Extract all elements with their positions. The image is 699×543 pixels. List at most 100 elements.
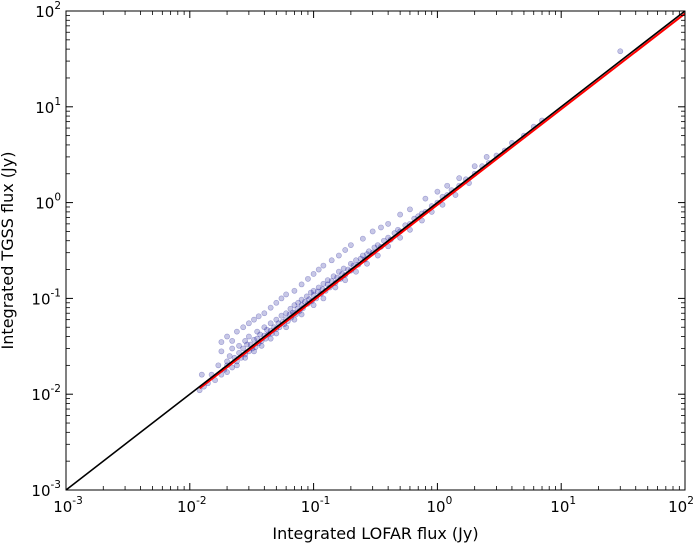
data-point <box>371 244 378 251</box>
data-point <box>240 324 247 331</box>
data-point <box>456 175 463 182</box>
data-point <box>366 248 372 255</box>
data-point <box>240 345 247 352</box>
data-point <box>226 353 233 359</box>
y-tick-label: 102 <box>35 0 61 21</box>
data-point <box>224 333 230 340</box>
data-point <box>342 277 349 284</box>
data-point <box>303 293 310 300</box>
data-point <box>242 338 249 344</box>
data-point <box>320 262 327 269</box>
data-point <box>320 280 327 287</box>
data-point <box>218 339 225 345</box>
data-point <box>278 312 285 319</box>
data-point <box>267 304 274 311</box>
plot-frame <box>65 10 686 491</box>
data-point <box>353 257 359 264</box>
data-point <box>224 358 230 365</box>
data-point <box>273 299 280 306</box>
data-point <box>298 311 305 318</box>
data-point <box>374 242 381 249</box>
data-point <box>287 305 294 312</box>
data-point <box>332 284 339 291</box>
y-tick-label: 100 <box>35 192 61 213</box>
data-point <box>291 302 298 309</box>
data-point <box>245 320 252 327</box>
data-point <box>244 341 250 348</box>
data-point <box>236 342 242 349</box>
data-point <box>283 291 290 298</box>
data-point <box>291 316 298 323</box>
data-point <box>251 348 257 355</box>
x-tick-label: 101 <box>550 495 576 516</box>
data-point <box>347 260 354 267</box>
data-point <box>324 277 331 284</box>
data-point <box>261 324 268 331</box>
data-point <box>273 330 280 337</box>
y-tick-label: 10-3 <box>31 479 61 500</box>
data-point <box>215 362 222 369</box>
data-point <box>245 333 252 340</box>
data-point <box>229 338 236 344</box>
data-point <box>267 320 274 327</box>
data-point <box>258 342 265 349</box>
data-point <box>397 211 404 218</box>
y-tick-label: 101 <box>35 96 61 117</box>
data-point <box>407 206 413 213</box>
x-tick-label: 10-3 <box>53 495 83 516</box>
data-point <box>257 331 264 338</box>
data-point <box>264 326 270 333</box>
data-point <box>328 257 335 264</box>
data-point <box>422 195 429 202</box>
x-axis-title: Integrated LOFAR flux (Jy) <box>272 524 478 543</box>
data-point <box>254 328 261 335</box>
fit-line-red <box>198 12 686 390</box>
tick-labels: 10-3 10-2 10-1 100 101 102 10-3 10-2 10-1 100 101 1… <box>31 0 693 516</box>
data-point <box>347 242 354 249</box>
data-point <box>439 201 446 208</box>
data-point <box>229 364 236 371</box>
x-tick-label: 100 <box>427 495 453 516</box>
data-point <box>359 252 366 259</box>
data-point <box>242 354 249 361</box>
data-point <box>483 153 490 160</box>
data-point <box>251 336 257 343</box>
data-point <box>295 299 302 306</box>
data-point <box>291 287 298 294</box>
data-point <box>359 235 366 242</box>
data-point <box>434 188 441 195</box>
data-point <box>335 268 342 275</box>
data-point <box>353 268 359 275</box>
data-point <box>444 182 451 189</box>
y-tick-label: 10-1 <box>31 287 61 308</box>
x-tick-label: 102 <box>668 495 694 516</box>
data-point <box>320 295 327 302</box>
data-point <box>310 287 317 294</box>
data-point <box>267 335 274 342</box>
data-point <box>255 313 262 320</box>
data-point <box>364 260 370 267</box>
data-point <box>397 234 404 241</box>
axis-ticks <box>65 10 686 491</box>
data-point <box>218 348 225 355</box>
data-point <box>224 369 230 376</box>
data-point <box>233 362 240 369</box>
data-point <box>340 265 347 272</box>
data-point <box>251 316 257 323</box>
data-point <box>261 310 268 317</box>
data-point <box>314 288 321 295</box>
data-point <box>198 371 205 378</box>
data-point <box>385 220 392 227</box>
data-point <box>378 224 384 231</box>
data-point <box>278 295 285 302</box>
y-tick-label: 10-2 <box>31 383 61 404</box>
x-tick-label: 10-1 <box>301 495 331 516</box>
data-point <box>330 273 337 280</box>
data-point <box>617 48 624 55</box>
data-point <box>283 310 290 317</box>
x-tick-label: 10-2 <box>177 495 207 516</box>
data-point <box>369 228 376 235</box>
data-point <box>310 302 317 309</box>
data-point <box>471 163 478 170</box>
